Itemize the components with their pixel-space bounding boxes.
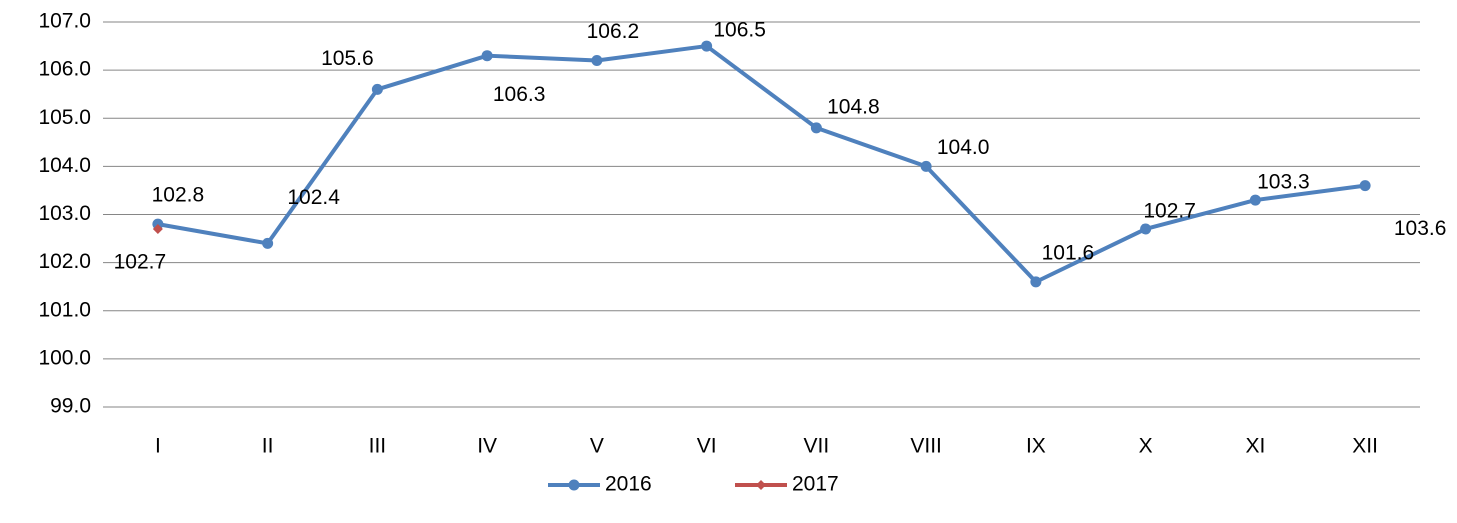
point-marker [1030, 276, 1042, 288]
data-label: 103.3 [1257, 171, 1310, 194]
data-label: 102.7 [1143, 199, 1196, 222]
data-label: 102.8 [152, 184, 205, 207]
x-tick-label: IV [477, 435, 497, 458]
x-tick-label: XI [1245, 435, 1265, 458]
legend-label: 2017 [792, 473, 839, 496]
legend-marker [756, 480, 766, 490]
point-marker [152, 223, 163, 234]
x-tick-label: X [1139, 435, 1153, 458]
x-tick-label: II [262, 435, 274, 458]
y-tick-label: 99.0 [50, 395, 91, 418]
point-marker [262, 237, 274, 249]
y-tick-label: 101.0 [38, 298, 91, 321]
x-tick-label: VIII [910, 435, 942, 458]
data-label: 102.7 [114, 250, 167, 273]
point-marker [1359, 180, 1371, 192]
data-label: 102.4 [287, 186, 340, 209]
point-marker [371, 83, 383, 95]
x-tick-label: III [369, 435, 387, 458]
data-label: 104.8 [827, 95, 880, 118]
data-label: 106.3 [493, 83, 546, 106]
x-tick-label: I [155, 435, 161, 458]
data-label: 106.2 [587, 20, 640, 43]
point-marker [810, 122, 822, 134]
point-marker [701, 40, 713, 52]
point-marker [920, 160, 932, 172]
y-tick-label: 102.0 [38, 250, 91, 273]
legend-label: 2016 [605, 473, 652, 496]
x-tick-label: VI [697, 435, 717, 458]
data-label: 106.5 [713, 19, 766, 42]
point-marker [591, 55, 603, 66]
series-line [157, 44, 1366, 284]
y-tick-label: 107.0 [38, 10, 91, 33]
data-label: 104.0 [937, 136, 990, 159]
x-tick-label: VII [804, 435, 830, 458]
data-label: 101.6 [1042, 241, 1095, 264]
y-tick-label: 103.0 [38, 202, 91, 225]
point-marker [1249, 194, 1261, 206]
y-tick-label: 105.0 [38, 106, 91, 129]
y-tick-label: 100.0 [38, 346, 91, 369]
data-label: 105.6 [321, 47, 374, 70]
legend-marker [568, 479, 580, 491]
x-tick-label: IX [1026, 435, 1046, 458]
y-tick-label: 106.0 [38, 58, 91, 81]
point-marker [481, 50, 493, 62]
point-marker [1140, 223, 1152, 235]
data-label: 103.6 [1394, 217, 1447, 240]
y-tick-label: 104.0 [38, 154, 91, 177]
x-tick-label: V [590, 435, 604, 458]
x-tick-label: XII [1352, 435, 1378, 458]
